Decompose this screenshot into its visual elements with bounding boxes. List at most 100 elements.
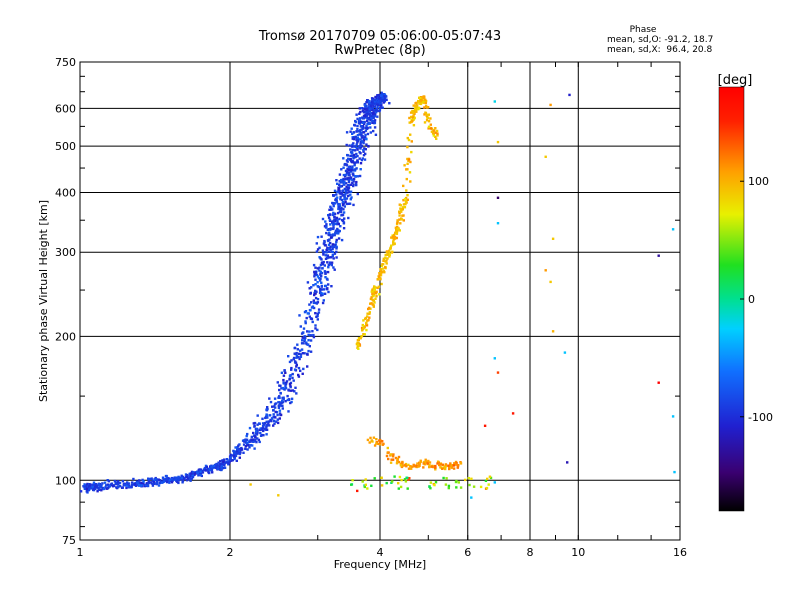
echo-point xyxy=(422,95,426,98)
echo-point xyxy=(355,143,358,146)
echo-point xyxy=(369,114,372,118)
echo-point xyxy=(256,423,259,426)
echo-point xyxy=(125,486,128,490)
echo-point xyxy=(380,484,384,487)
echo-point xyxy=(343,163,346,166)
echo-point xyxy=(290,359,293,362)
echo-point xyxy=(384,266,387,269)
echo-point xyxy=(362,319,365,322)
echo-point xyxy=(317,276,321,280)
echo-point xyxy=(345,182,348,185)
echo-point xyxy=(147,482,150,485)
echo-point xyxy=(367,105,371,109)
echo-point xyxy=(301,352,305,355)
echo-point xyxy=(423,113,426,116)
echo-point xyxy=(379,106,383,109)
echo-point xyxy=(351,148,354,152)
echo-point xyxy=(345,131,349,134)
echo-point xyxy=(291,372,294,376)
echo-point xyxy=(434,481,438,484)
echo-point xyxy=(366,487,369,490)
echo-point xyxy=(423,121,427,124)
echo-point xyxy=(472,485,476,488)
echo-point xyxy=(279,413,283,417)
echo-point xyxy=(489,476,493,480)
echo-point xyxy=(442,476,445,480)
echo-point xyxy=(272,419,276,423)
echo-point xyxy=(307,333,310,337)
echo-point xyxy=(134,482,137,486)
echo-point xyxy=(100,484,103,487)
x-axis: 1 2 4 6 8 10 16 xyxy=(77,62,687,559)
echo-point xyxy=(361,480,364,483)
echo-point xyxy=(284,382,288,386)
echo-point xyxy=(337,230,340,234)
echo-point xyxy=(341,192,344,195)
echo-point xyxy=(429,487,432,490)
echo-point xyxy=(411,109,414,113)
echo-point xyxy=(351,178,354,181)
echo-point xyxy=(309,350,313,353)
echo-point xyxy=(300,332,304,335)
echo-point xyxy=(351,479,354,482)
echo-point xyxy=(225,458,229,461)
echo-point xyxy=(330,256,333,259)
echo-point xyxy=(373,444,377,447)
echo-point xyxy=(314,312,317,315)
echo-point xyxy=(334,222,337,226)
stray-point xyxy=(549,280,552,284)
echo-point xyxy=(435,129,439,133)
echo-point xyxy=(198,472,201,475)
echo-point xyxy=(315,315,318,318)
echo-point xyxy=(154,476,157,480)
echo-point xyxy=(278,409,282,412)
echo-point xyxy=(210,468,214,472)
echo-point xyxy=(430,130,434,133)
echo-point xyxy=(310,301,313,304)
echo-point xyxy=(342,173,346,177)
echo-point xyxy=(299,349,302,352)
echo-point xyxy=(312,301,316,305)
echo-point xyxy=(367,318,370,322)
stray-point xyxy=(496,196,500,199)
echo-point xyxy=(390,481,393,484)
echo-point xyxy=(406,487,409,490)
echo-point xyxy=(253,425,256,428)
echo-point xyxy=(315,302,318,305)
echo-point xyxy=(399,207,402,210)
echo-point xyxy=(325,231,328,235)
echo-point xyxy=(321,263,324,266)
echo-point xyxy=(211,471,214,474)
echo-point xyxy=(351,165,354,168)
echo-point xyxy=(449,462,452,465)
echo-point xyxy=(108,484,111,487)
echo-point xyxy=(391,480,394,483)
echo-point xyxy=(392,243,395,246)
echo-point xyxy=(142,480,145,483)
echo-point xyxy=(405,465,408,468)
echo-point xyxy=(328,208,331,211)
echo-point xyxy=(263,428,266,431)
echo-point xyxy=(305,316,308,320)
echo-point xyxy=(259,427,262,430)
echo-point xyxy=(374,286,377,289)
echo-point xyxy=(334,197,338,200)
echo-point xyxy=(374,133,378,136)
echo-point xyxy=(326,228,329,231)
echo-point xyxy=(370,302,373,305)
stray-point xyxy=(511,412,515,415)
echo-point xyxy=(255,430,258,433)
echo-point xyxy=(349,198,352,201)
echo-point xyxy=(319,287,322,291)
echo-point xyxy=(295,356,298,359)
echo-point xyxy=(348,144,351,147)
echo-point xyxy=(234,446,237,449)
echo-point xyxy=(347,188,350,192)
echo-point xyxy=(398,229,401,232)
echo-point xyxy=(238,452,242,456)
chart-subtitle: RwPretec (8p) xyxy=(334,43,425,58)
echo-point xyxy=(283,369,286,372)
echo-point xyxy=(319,273,322,276)
echo-point xyxy=(355,113,358,116)
echo-point xyxy=(371,106,375,110)
